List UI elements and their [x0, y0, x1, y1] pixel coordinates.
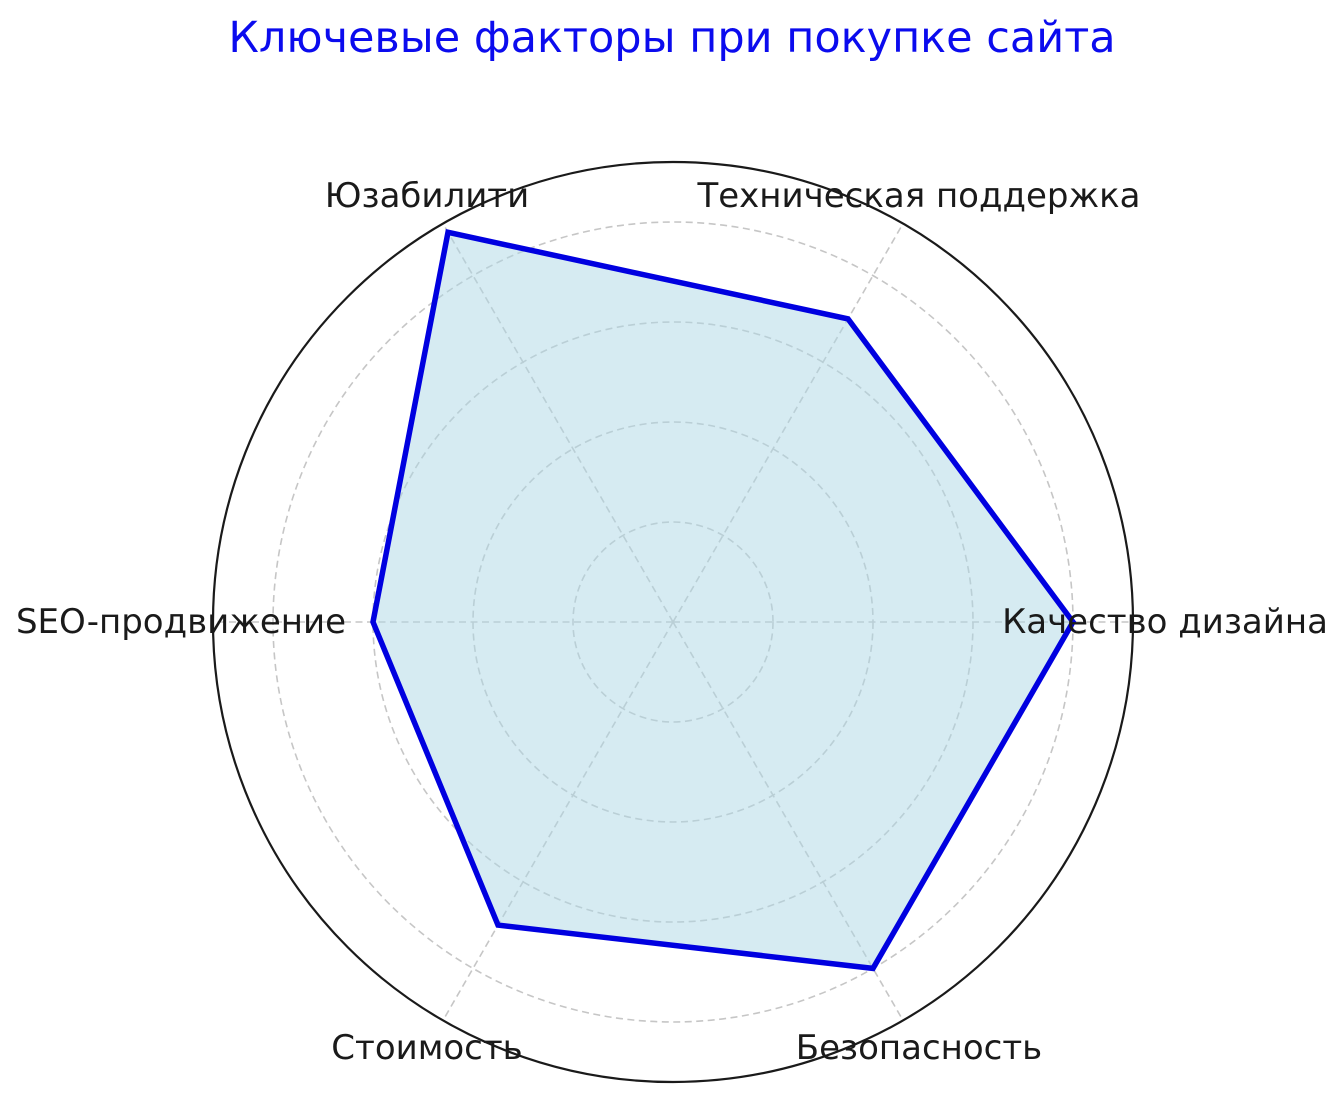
category-label-2: Юзабилити [325, 176, 529, 216]
category-label-5: Безопасность [796, 1028, 1042, 1068]
category-label-0: Качество дизайна [1002, 602, 1328, 642]
category-label-3: SEO-продвижение [16, 602, 346, 642]
polar-outline [211, 160, 1135, 1084]
category-label-4: Стоимость [331, 1028, 522, 1068]
data-polygon [370, 229, 1077, 972]
category-label-1: Техническая поддержка [696, 176, 1140, 216]
chart-title: Ключевые факторы при покупке сайта [228, 13, 1116, 63]
